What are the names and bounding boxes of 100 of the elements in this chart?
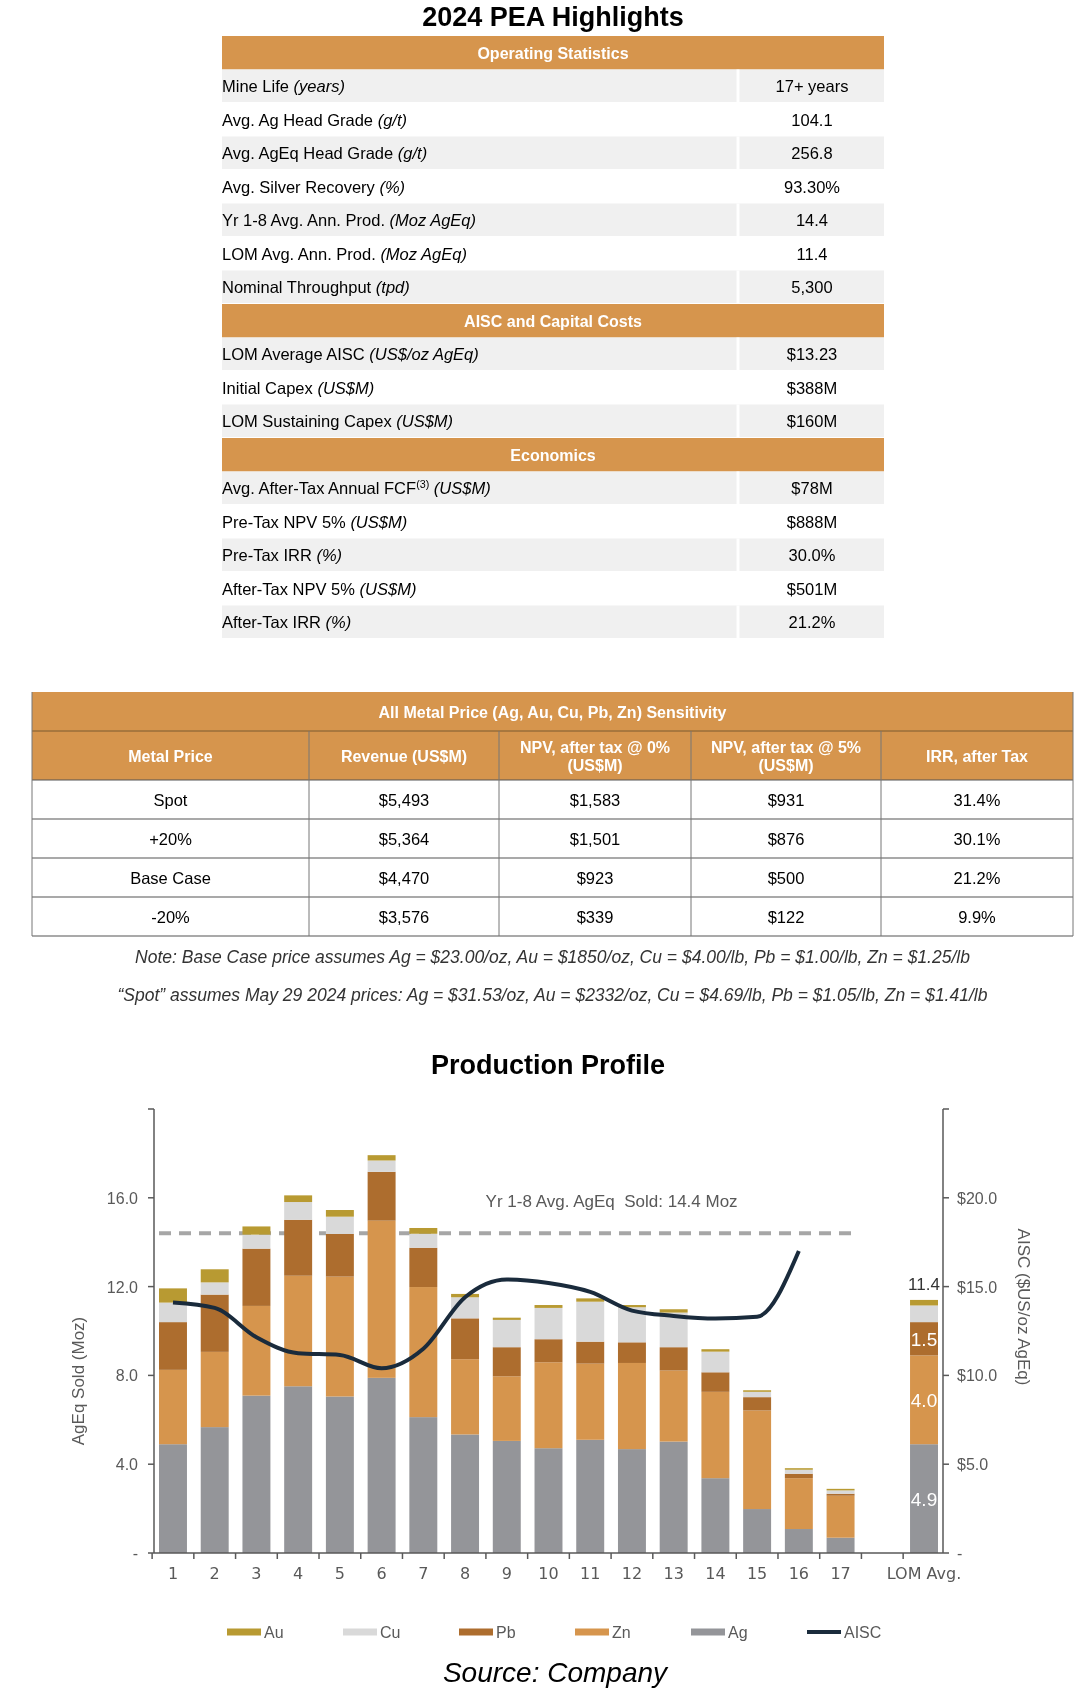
text: $13.23 <box>786 345 838 364</box>
text: 93.30% <box>784 177 840 196</box>
bar <box>659 1347 688 1371</box>
legend-label: Pb <box>496 1624 516 1641</box>
text: $5,493 <box>378 790 430 809</box>
category-label: Avg. Silver Recovery (%) <box>222 177 406 196</box>
category-label: NPV, after tax @ 0% (US$M) <box>519 738 671 774</box>
legend-label: Ag <box>728 1624 748 1641</box>
bar <box>784 1478 813 1530</box>
category-label: After-Tax NPV 5% (US$M) <box>222 579 417 598</box>
y-axis-title: AgEq Sold (Moz) <box>69 1316 88 1446</box>
text: $4,470 <box>378 868 430 887</box>
bar <box>534 1305 563 1308</box>
text: 21.2% <box>788 613 836 632</box>
text: 31.4% <box>953 790 1001 809</box>
data-label: 1.5 <box>910 1328 938 1350</box>
bar <box>617 1449 646 1553</box>
bar <box>159 1369 187 1445</box>
bar <box>743 1397 772 1411</box>
category-label: LOM Avg. Ann. Prod. (Moz AgEq) <box>222 244 467 263</box>
category-label: Yr 1-8 Avg. Ann. Prod. (Moz AgEq) <box>222 211 477 230</box>
bar <box>451 1434 480 1553</box>
bar <box>534 1448 563 1553</box>
bar <box>492 1376 521 1441</box>
bar <box>784 1469 813 1474</box>
bar <box>242 1305 271 1396</box>
text: 5,300 <box>791 278 833 297</box>
bar <box>200 1294 229 1352</box>
bar <box>534 1307 563 1340</box>
text: Economics <box>510 446 596 464</box>
bar <box>284 1386 313 1553</box>
y2-tick-label: - <box>957 1545 963 1562</box>
text: 30.0% <box>788 546 836 565</box>
text: 11.4 <box>796 244 828 263</box>
x-tick-label: 1 <box>167 1564 179 1583</box>
text: $931 <box>767 790 805 809</box>
legend-label: AISC <box>844 1624 882 1641</box>
text: 14.4 <box>795 211 829 230</box>
text: $1,583 <box>569 790 621 809</box>
bar <box>159 1288 187 1303</box>
bar <box>242 1248 271 1306</box>
bar <box>159 1302 187 1323</box>
x-tick-label: 17 <box>830 1564 851 1583</box>
x-tick-label: 5 <box>334 1564 345 1583</box>
bar <box>367 1155 396 1161</box>
category-label: Avg. After-Tax Annual FCF$^{(3)}$ (US$M) <box>222 478 491 498</box>
line-series <box>170 1249 801 1371</box>
category-label: LOM Sustaining Capex (US$M) <box>222 412 454 431</box>
legend-label: Cu <box>380 1624 401 1641</box>
text: $876 <box>767 829 805 848</box>
y2-tick-label: $10.0 <box>957 1367 998 1385</box>
bar <box>409 1417 438 1553</box>
y-tick-label: - <box>132 1545 138 1562</box>
category-label: Pre-Tax IRR (%) <box>222 546 343 565</box>
x-tick-label: 2 <box>209 1564 220 1583</box>
x-tick-label: 8 <box>459 1564 471 1583</box>
text: $923 <box>576 868 614 887</box>
text: 104.1 <box>791 110 833 129</box>
bar <box>492 1319 521 1348</box>
x-tick-label: 4 <box>293 1564 304 1583</box>
category-label: Revenue (US$M) <box>340 747 468 765</box>
bar <box>325 1396 354 1553</box>
bar <box>826 1495 855 1538</box>
text: 17+ years <box>775 77 849 96</box>
category-label: LOM Average AISC (US$/oz AgEq) <box>222 345 479 364</box>
category-label: Nominal Throughput (tpd) <box>222 278 410 297</box>
bar <box>200 1351 229 1428</box>
data-label: 4.0 <box>910 1389 938 1411</box>
x-tick-label: 13 <box>663 1564 684 1583</box>
text: Base Case <box>130 868 211 887</box>
bar <box>492 1317 521 1320</box>
text: $888M <box>786 512 838 531</box>
text: $1,501 <box>569 829 621 848</box>
y2-tick-label: $20.0 <box>957 1189 998 1207</box>
text: $501M <box>786 579 838 598</box>
bar <box>576 1439 605 1553</box>
bar <box>409 1233 438 1248</box>
bar <box>617 1342 646 1363</box>
total-label: 11.4 <box>908 1274 940 1294</box>
bar <box>242 1395 271 1553</box>
bar <box>701 1349 730 1352</box>
y-tick-label: 4.0 <box>115 1456 139 1474</box>
bar <box>784 1473 813 1479</box>
x-tick-label: 3 <box>251 1564 262 1583</box>
data-label: 4.9 <box>910 1488 938 1510</box>
x-tick-label: 14 <box>705 1564 726 1583</box>
bar <box>159 1444 187 1553</box>
bar <box>200 1427 229 1553</box>
bar <box>910 1444 938 1553</box>
bar <box>659 1441 688 1553</box>
bar <box>284 1195 313 1203</box>
x-tick-label: 6 <box>376 1564 387 1583</box>
bar <box>701 1372 730 1392</box>
category-label: IRR, after Tax <box>926 747 1029 765</box>
bar <box>200 1269 229 1283</box>
text: “Spot” assumes May 29 2024 prices: Ag = $31.53/oz, Au = $2332/oz, Cu = $4.69/lb, Pb = $1.05/lb, Zn = $1.41/lb <box>117 985 988 1005</box>
bar <box>451 1359 480 1435</box>
text: 30.1% <box>953 829 1001 848</box>
bar <box>325 1233 354 1277</box>
x-tick-label: 15 <box>746 1564 768 1583</box>
